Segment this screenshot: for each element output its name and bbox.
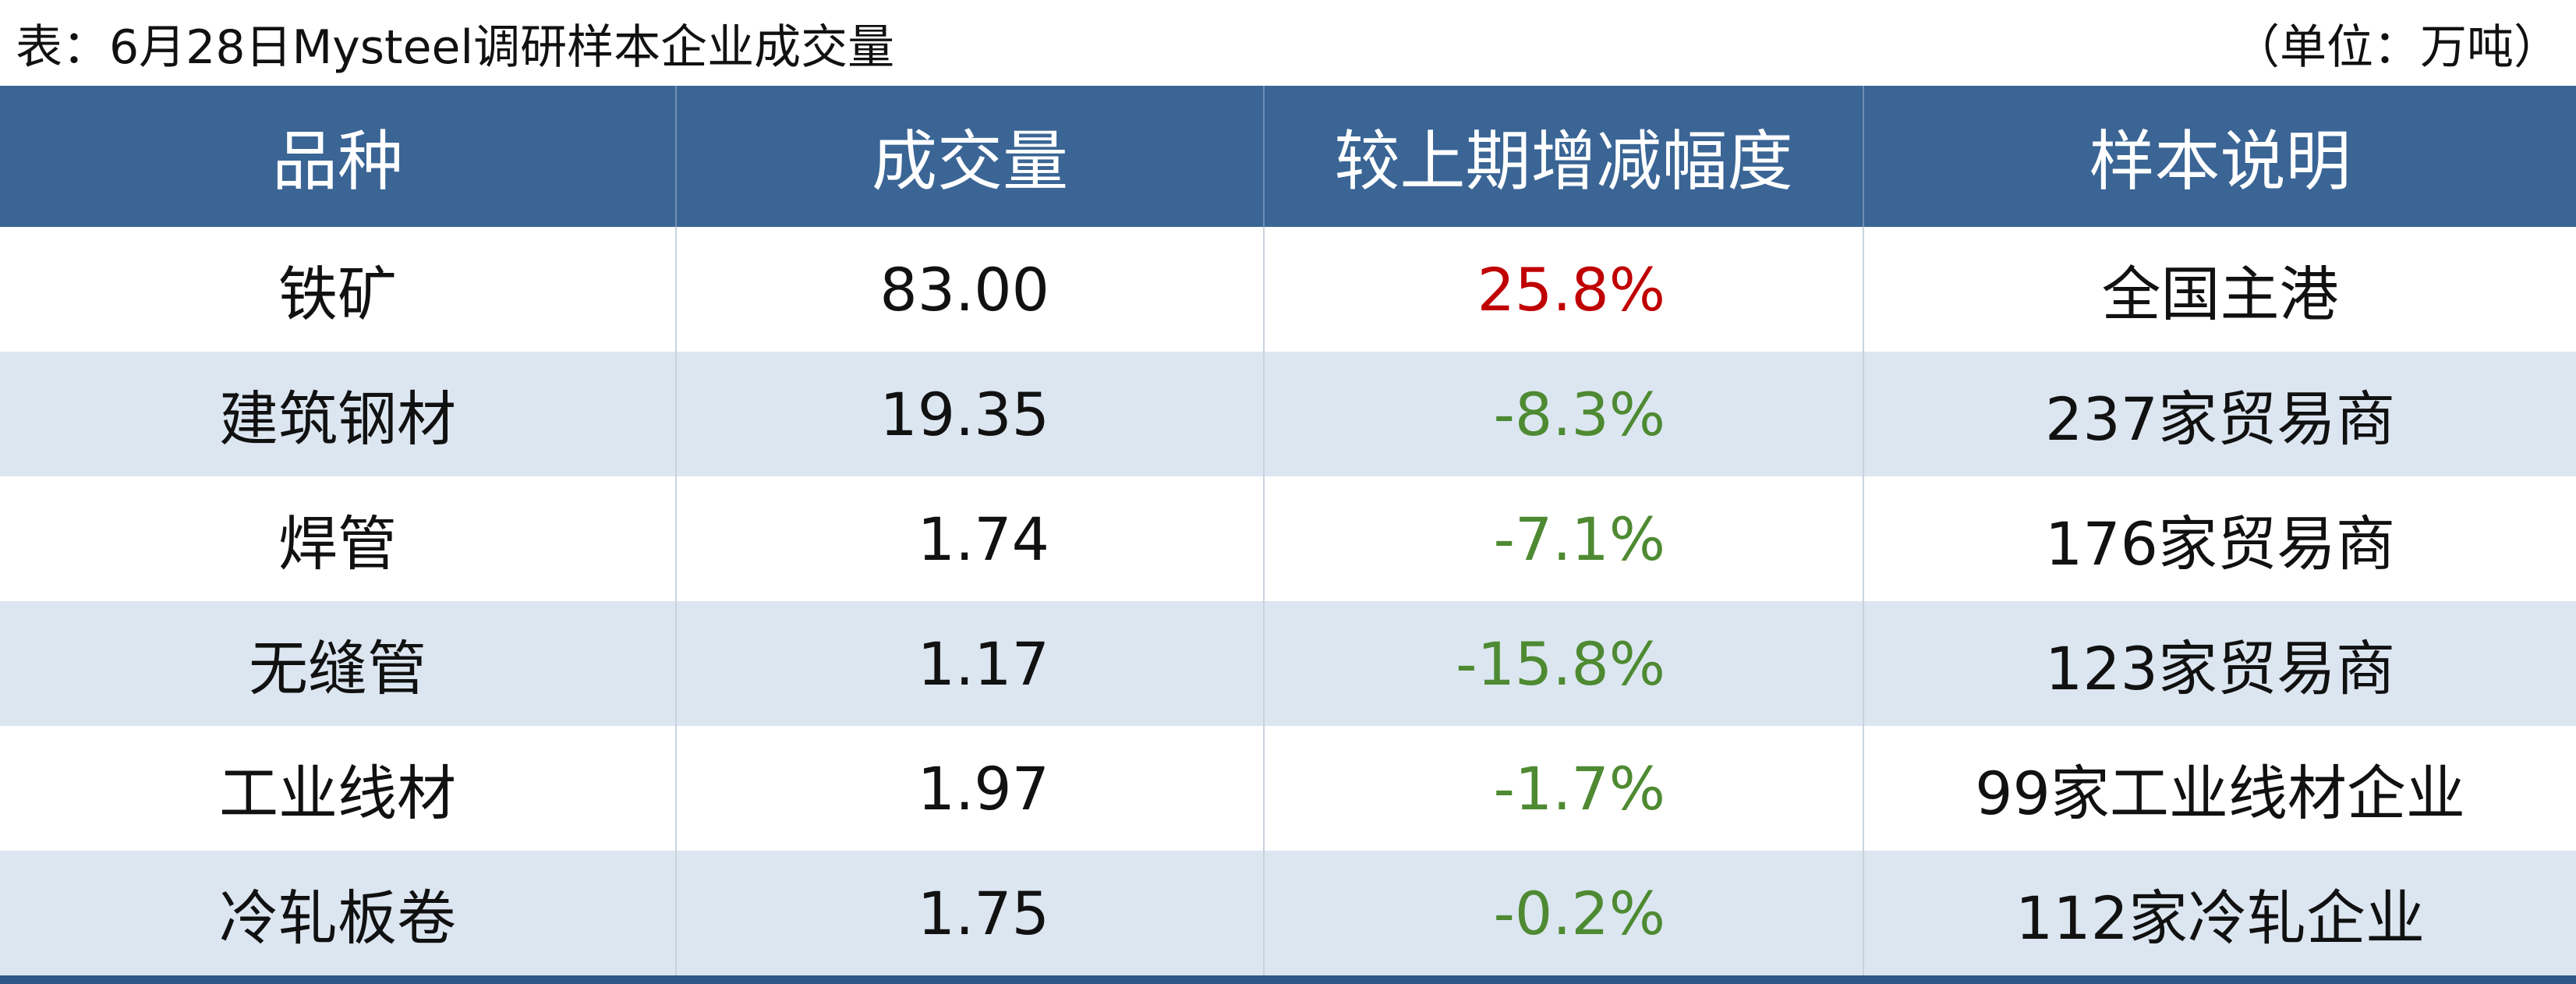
table-cell: 19.35	[677, 352, 1265, 476]
table-row: 铁矿 83.00 25.8% 全国主港	[0, 227, 2576, 352]
table-cell: 冷轧板卷	[0, 851, 677, 975]
unit: （单位：万吨）	[2233, 19, 2560, 75]
table-cell: 112家冷轧企业	[2015, 883, 2426, 953]
header-cell: 成交量	[677, 86, 1265, 227]
table-cell: 237家贸易商	[2044, 384, 2396, 454]
table-cell: -0.2%	[1265, 851, 1864, 975]
table-cell: 1.17	[677, 601, 1265, 726]
table-cell: 工业线材	[0, 726, 677, 851]
table-cell: -8.3%	[1265, 352, 1864, 476]
table-cell: 全国主港	[2101, 260, 2339, 329]
table-row: 焊管 1.74 -7.1% 176家贸易商	[0, 476, 2576, 601]
table-cell: 25.8%	[1265, 227, 1864, 352]
table-cell: -15.8%	[1265, 601, 1864, 726]
table-cell: 99家工业线材企业	[1975, 759, 2465, 828]
table-cell: 铁矿	[0, 227, 677, 352]
bottom-border	[0, 975, 2576, 984]
title: 表：6月28日Mysteel调研样本企业成交量	[16, 19, 895, 75]
table-cell: 焊管	[0, 476, 677, 601]
table-cell: 1.75	[677, 851, 1265, 975]
table-cell: -1.7%	[1265, 726, 1864, 851]
table-cell: 建筑钢材	[0, 352, 677, 476]
header-cell: 样本说明	[2089, 123, 2351, 200]
table-cell: 123家贸易商	[2044, 634, 2396, 703]
table-cell: -7.1%	[1265, 476, 1864, 601]
table-cell: 1.97	[677, 726, 1265, 851]
header-cell: 较上期增减幅度	[1265, 86, 1864, 227]
table-cell: 1.74	[677, 476, 1265, 601]
table-cell: 无缝管	[0, 601, 677, 726]
table-row: 建筑钢材 19.35 -8.3% 237家贸易商	[0, 352, 2576, 476]
table-row: 无缝管 1.17 -15.8% 123家贸易商	[0, 601, 2576, 726]
header-row: 品种 成交量 较上期增减幅度 样本说明	[0, 86, 2576, 227]
table-cell: 83.00	[677, 227, 1265, 352]
header-cell: 品种	[0, 86, 677, 227]
table-cell: 176家贸易商	[2044, 509, 2396, 579]
table-row: 冷轧板卷 1.75 -0.2% 112家冷轧企业	[0, 851, 2576, 975]
table: 品种 成交量 较上期增减幅度 样本说明铁矿 83.00 25.8% 全国主港建筑钢材 19.3…	[0, 86, 2576, 975]
caption-bar: 表：6月28日Mysteel调研样本企业成交量 （单位：万吨）	[0, 0, 2576, 86]
table-row: 工业线材 1.97 -1.7% 99家工业线材企业	[0, 726, 2576, 851]
